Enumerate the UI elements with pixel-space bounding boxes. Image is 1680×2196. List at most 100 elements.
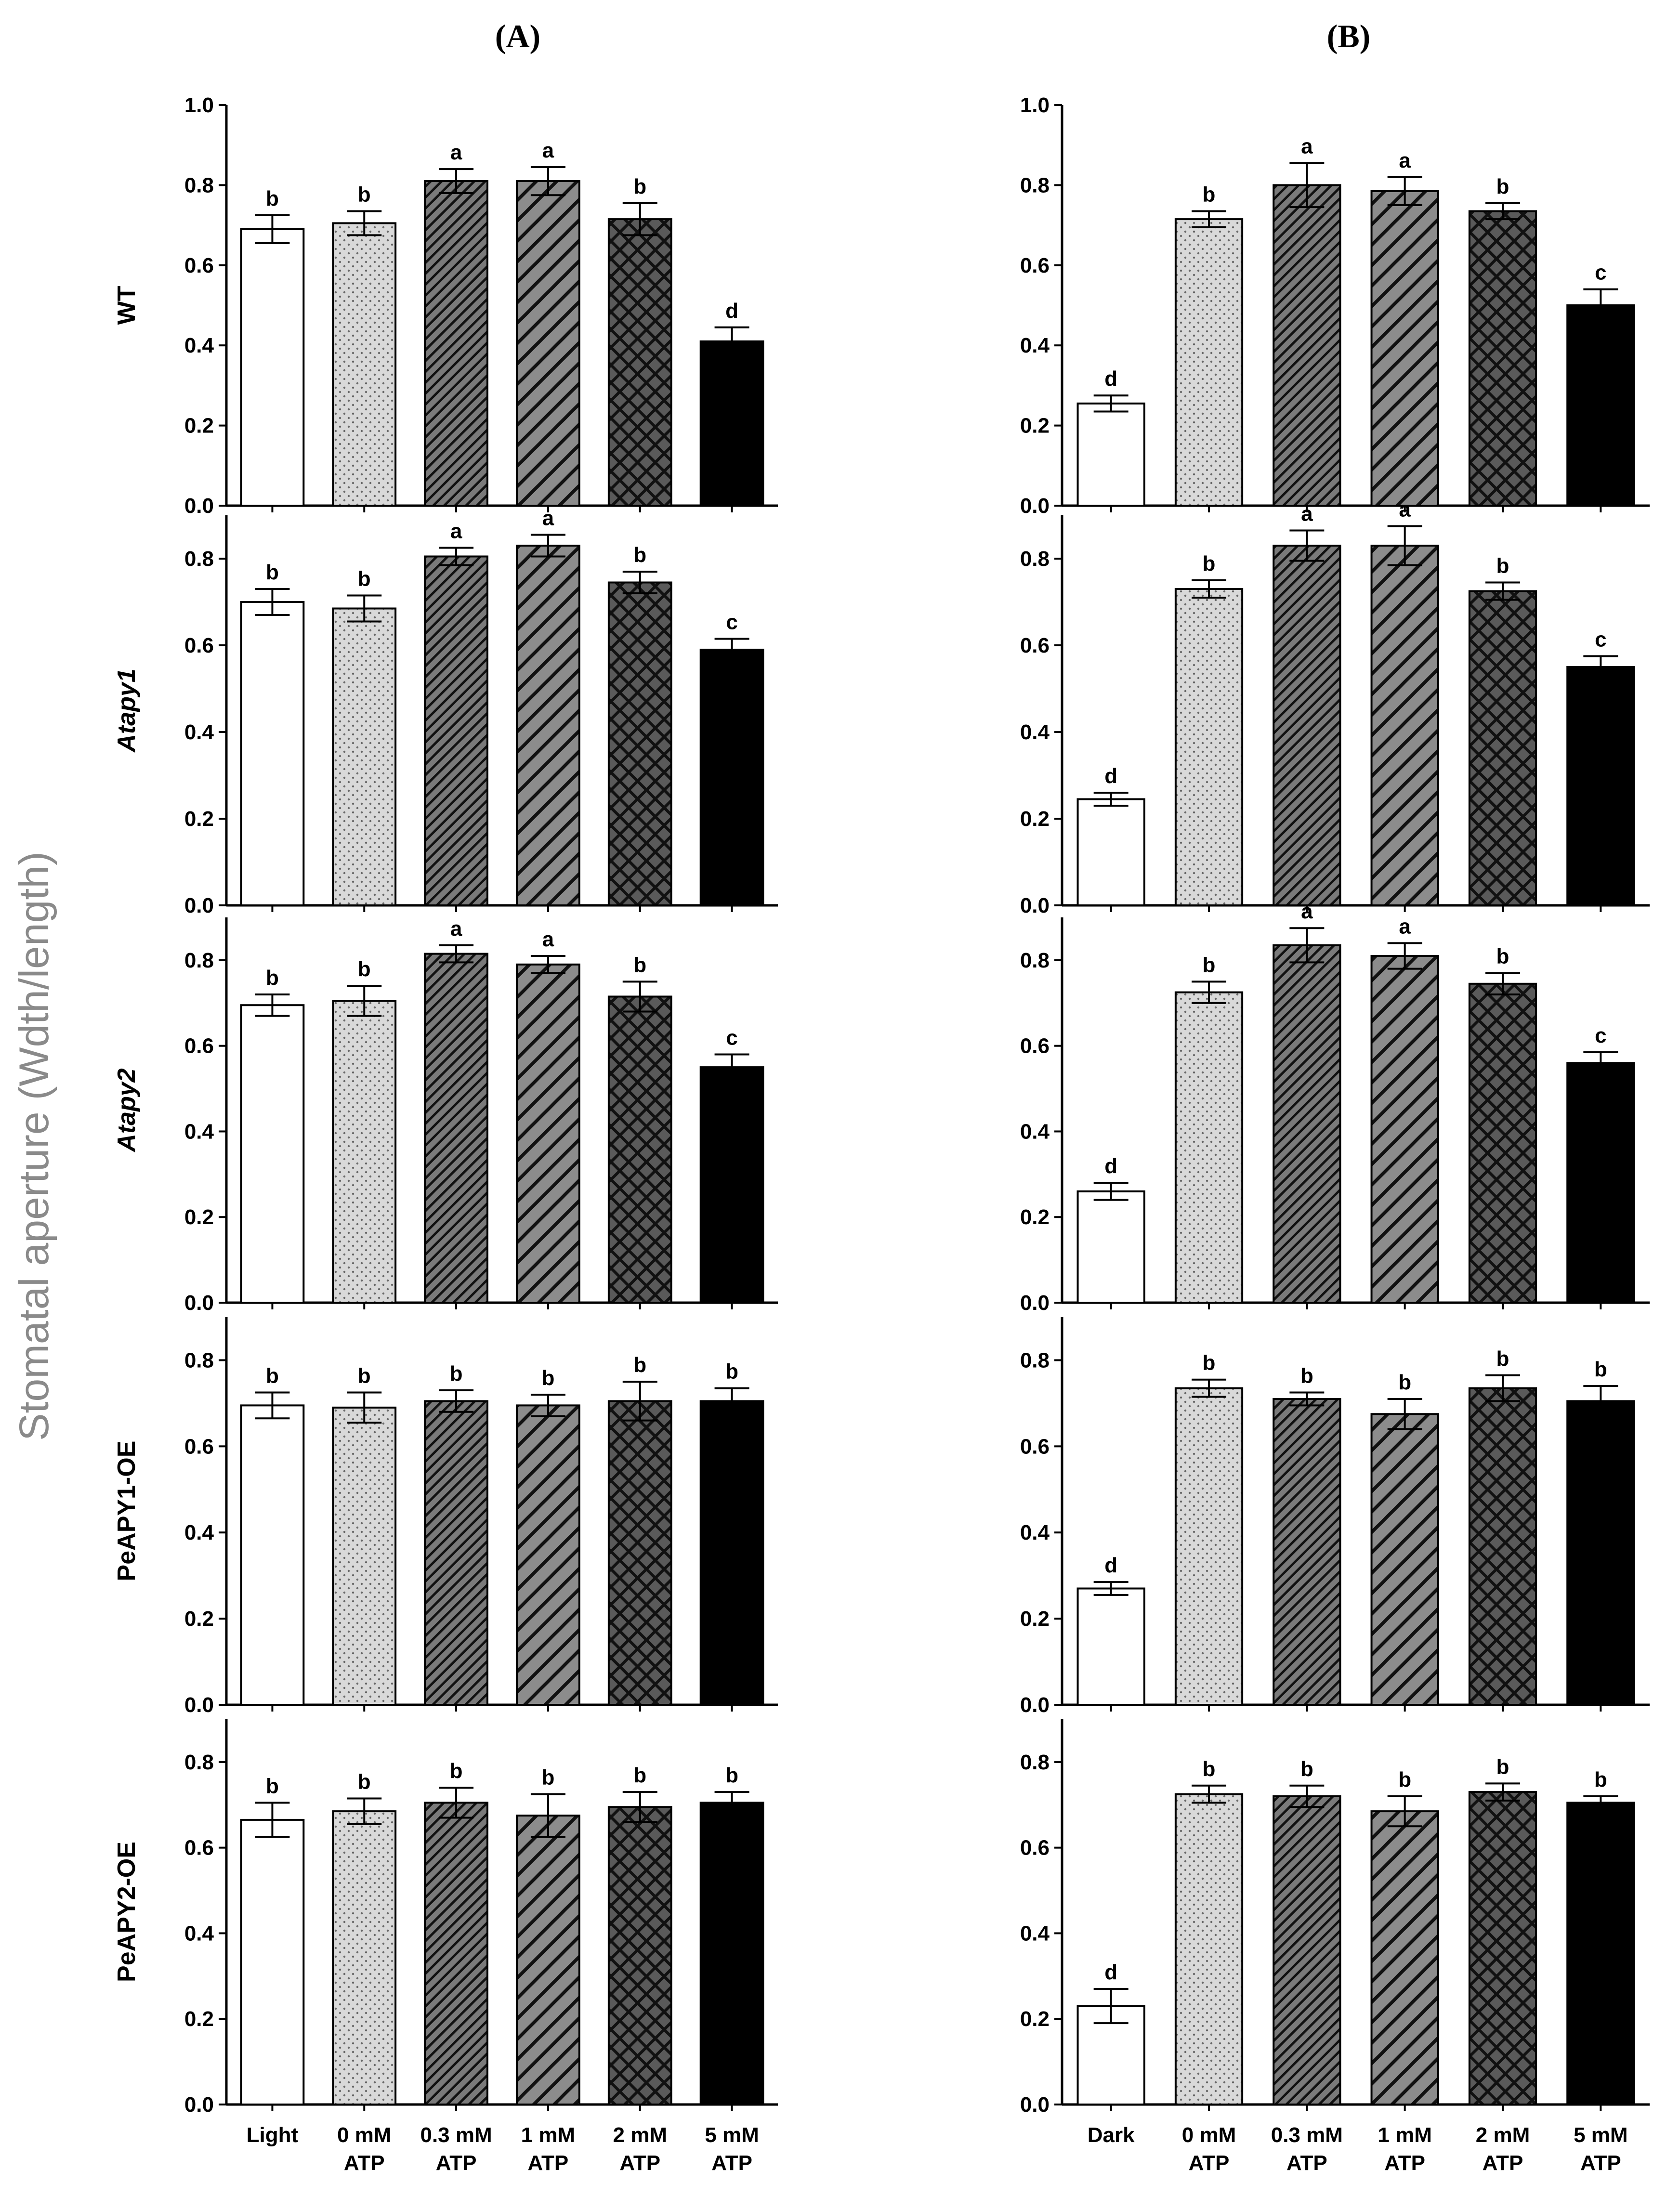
y-tick-label: 0.2 xyxy=(184,414,214,438)
bar xyxy=(516,963,580,1304)
panel-a-peapy1-oe: 0.0 0.2 0.4 0.6 0.8 b b b b b b xyxy=(184,1317,778,1717)
significance-letter: b xyxy=(633,1764,646,1787)
bar xyxy=(240,228,305,507)
y-tick-label: 0.6 xyxy=(1020,1836,1050,1860)
y-tick-label: 0.2 xyxy=(184,1607,214,1631)
y-tick-label: 0.4 xyxy=(184,1922,214,1945)
significance-letter: b xyxy=(1496,175,1509,198)
bar xyxy=(1566,1802,1635,2105)
y-tick-label: 0.6 xyxy=(1020,1435,1050,1458)
bar xyxy=(1370,955,1439,1304)
genotype-label-atapy1: Atapy1 xyxy=(113,668,141,753)
bar xyxy=(240,601,305,906)
y-tick-label: 0.8 xyxy=(1020,173,1050,197)
panel-b-peapy1-oe: 0.0 0.2 0.4 0.6 0.8 d b b b b b xyxy=(1020,1317,1650,1717)
panel-b-wt: 0.0 0.2 0.4 0.6 0.8 1.0 d b a a b c xyxy=(1020,93,1650,518)
significance-letter: b xyxy=(358,957,371,981)
significance-letter: d xyxy=(1104,1554,1117,1577)
significance-letter: a xyxy=(1399,498,1411,522)
significance-letter: a xyxy=(450,141,462,164)
y-tick-label: 0.8 xyxy=(1020,1751,1050,1774)
y-tick-label: 1.0 xyxy=(1020,93,1050,117)
bar xyxy=(699,649,764,906)
category-label: 0.3 mM xyxy=(420,2123,492,2147)
significance-letter: d xyxy=(1104,367,1117,391)
bar xyxy=(1468,590,1537,906)
category-label: 5 mM xyxy=(1574,2123,1628,2147)
y-tick-label: 0.0 xyxy=(184,2093,214,2117)
bar xyxy=(1076,402,1145,507)
bar xyxy=(1174,1387,1244,1706)
significance-letter: b xyxy=(633,543,646,567)
significance-letter: b xyxy=(450,1759,463,1783)
y-tick-label: 0.6 xyxy=(184,1034,214,1058)
y-tick-label: 0.8 xyxy=(1020,547,1050,571)
category-label: ATP xyxy=(344,2151,385,2175)
y-tick-label: 0.4 xyxy=(184,1521,214,1544)
bar xyxy=(607,218,672,507)
significance-letter: b xyxy=(1496,1755,1509,1778)
y-tick-label: 0.4 xyxy=(1020,334,1050,357)
bar xyxy=(1174,1793,1244,2106)
significance-letter: c xyxy=(1595,261,1606,285)
bar xyxy=(1174,991,1244,1304)
y-tick-label: 0.8 xyxy=(184,949,214,972)
bar xyxy=(1076,798,1145,906)
significance-letter: a xyxy=(1301,502,1313,526)
significance-letter: b xyxy=(1496,945,1509,968)
y-tick-label: 0.6 xyxy=(184,634,214,657)
bar xyxy=(699,340,764,507)
bar xyxy=(699,1066,764,1304)
y-tick-label: 0.2 xyxy=(1020,807,1050,831)
significance-letter: a xyxy=(542,139,554,162)
y-tick-label: 0.0 xyxy=(184,1693,214,1717)
y-tick-label: 0.0 xyxy=(1020,2093,1050,2117)
significance-letter: a xyxy=(1301,135,1313,158)
significance-letter: b xyxy=(266,1364,279,1388)
significance-letter: a xyxy=(542,928,554,951)
significance-letter: b xyxy=(725,1360,738,1384)
panel-a-peapy2-oe: 0.0 0.2 0.4 0.6 0.8 b b b b b b Light 0 mM ATP 0.3 mM A… xyxy=(184,1719,778,2175)
y-tick-label: 0.6 xyxy=(1020,634,1050,657)
bar xyxy=(1174,588,1244,906)
significance-letter: b xyxy=(266,187,279,210)
panel-b-atapy2: 0.0 0.2 0.4 0.6 0.8 d b a a b c xyxy=(1020,900,1650,1315)
significance-letter: b xyxy=(1203,1757,1216,1781)
y-tick-label: 0.2 xyxy=(184,1205,214,1229)
significance-letter: b xyxy=(1594,1358,1607,1381)
significance-letter: b xyxy=(1496,1347,1509,1371)
bar xyxy=(240,1404,305,1706)
significance-letter: a xyxy=(1301,900,1313,923)
significance-letter: a xyxy=(542,507,554,530)
bar xyxy=(1370,545,1439,906)
plot-area: WT0.00.20.40.60.81.0b ba abd0.00.20.40.60.… xyxy=(113,93,1650,2175)
significance-letter: b xyxy=(1203,953,1216,977)
y-tick-label: 0.6 xyxy=(184,1836,214,1860)
y-tick-label: 0.4 xyxy=(1020,1922,1050,1945)
panel-b-atapy1: 0.0 0.2 0.4 0.6 0.8 d b a a b c xyxy=(1020,498,1650,917)
bar xyxy=(516,1404,580,1706)
bar xyxy=(1273,1398,1341,1706)
y-tick-label: 0.4 xyxy=(184,720,214,744)
y-tick-label: 0.8 xyxy=(184,547,214,571)
panel-a-wt: 0.0 0.2 0.4 0.6 0.8 1.0 b b a a b d xyxy=(184,93,778,518)
bar xyxy=(332,607,397,906)
y-tick-label: 0.0 xyxy=(1020,894,1050,917)
significance-letter: b xyxy=(1300,1757,1313,1781)
bar xyxy=(1566,666,1635,906)
significance-letter: b xyxy=(725,1764,738,1787)
bar xyxy=(1566,304,1635,507)
y-tick-label: 0.0 xyxy=(184,494,214,518)
bar xyxy=(332,1000,397,1304)
significance-letter: d xyxy=(725,299,738,323)
bar xyxy=(1566,1062,1635,1304)
y-tick-label: 0.6 xyxy=(184,1435,214,1458)
y-axis-title: Stomatal aperture (Wdth/length) xyxy=(11,851,57,1441)
bar xyxy=(1273,944,1341,1304)
significance-letter: b xyxy=(633,1353,646,1377)
significance-letter: b xyxy=(450,1362,463,1386)
y-tick-label: 0.6 xyxy=(184,254,214,277)
category-label: ATP xyxy=(1384,2151,1425,2175)
panel-title-a: (A) xyxy=(495,18,540,54)
